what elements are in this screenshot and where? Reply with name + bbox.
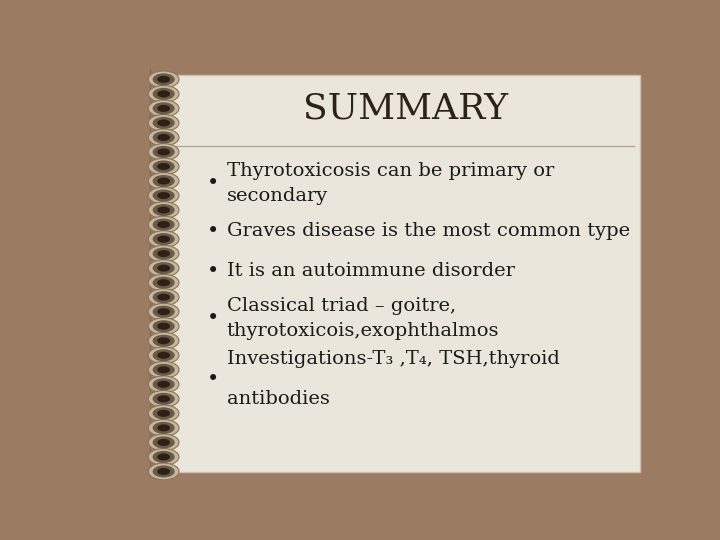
Ellipse shape bbox=[157, 395, 170, 402]
Ellipse shape bbox=[153, 349, 175, 361]
Ellipse shape bbox=[157, 424, 170, 431]
Ellipse shape bbox=[148, 318, 179, 335]
Text: •: • bbox=[207, 221, 219, 241]
Ellipse shape bbox=[153, 465, 175, 477]
Ellipse shape bbox=[157, 192, 170, 199]
Text: •: • bbox=[207, 173, 219, 193]
Ellipse shape bbox=[157, 366, 170, 373]
Ellipse shape bbox=[153, 291, 175, 303]
Text: •: • bbox=[207, 261, 219, 281]
Ellipse shape bbox=[148, 144, 179, 160]
Ellipse shape bbox=[148, 405, 179, 422]
Ellipse shape bbox=[153, 407, 175, 420]
Ellipse shape bbox=[157, 76, 170, 83]
Text: Thyrotoxicosis can be primary or
secondary: Thyrotoxicosis can be primary or seconda… bbox=[227, 162, 554, 205]
FancyBboxPatch shape bbox=[171, 75, 639, 472]
Ellipse shape bbox=[148, 434, 179, 451]
Ellipse shape bbox=[148, 216, 179, 233]
Ellipse shape bbox=[157, 119, 170, 126]
Ellipse shape bbox=[148, 376, 179, 393]
Ellipse shape bbox=[148, 129, 179, 146]
Ellipse shape bbox=[153, 117, 175, 129]
Ellipse shape bbox=[148, 260, 179, 276]
Ellipse shape bbox=[157, 308, 170, 315]
Ellipse shape bbox=[148, 158, 179, 175]
Ellipse shape bbox=[148, 463, 179, 480]
Ellipse shape bbox=[148, 100, 179, 117]
Ellipse shape bbox=[148, 332, 179, 349]
Ellipse shape bbox=[153, 190, 175, 201]
Ellipse shape bbox=[157, 178, 170, 185]
Ellipse shape bbox=[153, 436, 175, 448]
Ellipse shape bbox=[153, 73, 175, 85]
Ellipse shape bbox=[153, 146, 175, 158]
Ellipse shape bbox=[157, 265, 170, 272]
Ellipse shape bbox=[153, 451, 175, 463]
Ellipse shape bbox=[148, 274, 179, 291]
Ellipse shape bbox=[157, 206, 170, 214]
Ellipse shape bbox=[153, 247, 175, 260]
Ellipse shape bbox=[157, 352, 170, 359]
Ellipse shape bbox=[157, 163, 170, 170]
Ellipse shape bbox=[153, 320, 175, 332]
Ellipse shape bbox=[148, 71, 179, 87]
Text: antibodies: antibodies bbox=[227, 390, 330, 408]
Ellipse shape bbox=[153, 379, 175, 390]
Text: It is an autoimmune disorder: It is an autoimmune disorder bbox=[227, 261, 515, 280]
Ellipse shape bbox=[157, 148, 170, 156]
Ellipse shape bbox=[153, 364, 175, 376]
Ellipse shape bbox=[148, 347, 179, 363]
Ellipse shape bbox=[148, 449, 179, 465]
Ellipse shape bbox=[153, 233, 175, 245]
Ellipse shape bbox=[153, 422, 175, 434]
Ellipse shape bbox=[148, 173, 179, 190]
Text: Investigations-T₃ ,T₄, TSH,thyroid: Investigations-T₃ ,T₄, TSH,thyroid bbox=[227, 350, 559, 368]
Ellipse shape bbox=[148, 390, 179, 407]
Ellipse shape bbox=[153, 160, 175, 172]
Text: •: • bbox=[207, 308, 219, 328]
Ellipse shape bbox=[148, 231, 179, 247]
Ellipse shape bbox=[153, 393, 175, 405]
Ellipse shape bbox=[157, 294, 170, 301]
Ellipse shape bbox=[148, 114, 179, 131]
Ellipse shape bbox=[153, 306, 175, 318]
Ellipse shape bbox=[157, 410, 170, 417]
Ellipse shape bbox=[157, 90, 170, 97]
Ellipse shape bbox=[157, 381, 170, 388]
Ellipse shape bbox=[148, 201, 179, 219]
Ellipse shape bbox=[157, 338, 170, 345]
Ellipse shape bbox=[148, 361, 179, 378]
Ellipse shape bbox=[153, 131, 175, 144]
Ellipse shape bbox=[157, 279, 170, 286]
Ellipse shape bbox=[157, 323, 170, 330]
Ellipse shape bbox=[153, 262, 175, 274]
Ellipse shape bbox=[153, 335, 175, 347]
Text: Graves disease is the most common type: Graves disease is the most common type bbox=[227, 222, 630, 240]
Ellipse shape bbox=[153, 204, 175, 216]
Ellipse shape bbox=[148, 187, 179, 204]
Ellipse shape bbox=[157, 235, 170, 242]
Text: SUMMARY: SUMMARY bbox=[302, 91, 508, 125]
Ellipse shape bbox=[148, 85, 179, 102]
Text: Classical triad – goitre,
thyrotoxicois,exophthalmos: Classical triad – goitre, thyrotoxicois,… bbox=[227, 297, 499, 340]
Ellipse shape bbox=[157, 454, 170, 461]
Ellipse shape bbox=[157, 134, 170, 141]
Ellipse shape bbox=[148, 420, 179, 436]
Ellipse shape bbox=[157, 221, 170, 228]
Text: •: • bbox=[207, 369, 219, 389]
Ellipse shape bbox=[153, 103, 175, 114]
Ellipse shape bbox=[157, 250, 170, 257]
Ellipse shape bbox=[148, 303, 179, 320]
Ellipse shape bbox=[157, 468, 170, 475]
Ellipse shape bbox=[153, 175, 175, 187]
Ellipse shape bbox=[148, 289, 179, 306]
Ellipse shape bbox=[153, 88, 175, 100]
Ellipse shape bbox=[148, 245, 179, 262]
Ellipse shape bbox=[153, 219, 175, 231]
Ellipse shape bbox=[157, 439, 170, 446]
Ellipse shape bbox=[157, 105, 170, 112]
Ellipse shape bbox=[153, 276, 175, 289]
